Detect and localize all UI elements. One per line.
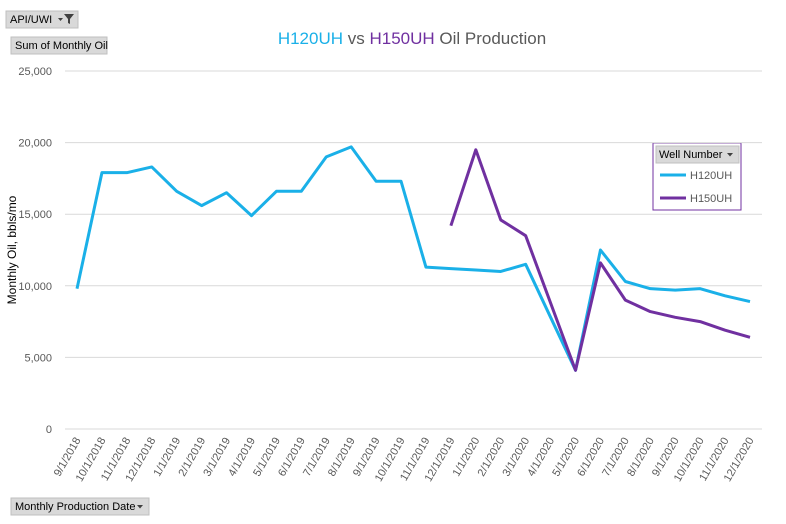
legend-button[interactable]: Well Number [655,145,740,164]
y-tick-label: 0 [46,424,52,436]
filter-button[interactable]: API/UWI [5,10,79,29]
y-axis-label: Monthly Oil, bbls/mo [5,195,19,304]
axis-button-label: Monthly Production Date [15,501,135,513]
y-tick-label: 5,000 [24,352,52,364]
y-tick-label: 25,000 [18,66,52,78]
series-line [75,145,751,372]
legend-label: H150UH [690,193,732,205]
value-button[interactable]: Sum of Monthly Oil [10,36,108,55]
title-part: Oil Production [435,29,547,48]
chart-title: H120UH vs H150UH Oil Production [278,29,546,48]
axis-button[interactable]: Monthly Production Date [10,497,150,516]
title-part: H150UH [369,29,434,48]
title-part: vs [343,29,369,48]
value-button-label: Sum of Monthly Oil [15,40,108,52]
legend: Well Number H120UH H150UH [652,142,742,211]
title-part: H120UH [278,29,343,48]
y-tick-label: 15,000 [18,209,52,221]
filter-button-label: API/UWI [10,14,52,26]
y-tick-label: 20,000 [18,138,52,150]
series-line [449,148,751,372]
y-tick-label: 10,000 [18,281,52,293]
legend-label: H120UH [690,170,732,182]
legend-title: Well Number [659,149,723,161]
